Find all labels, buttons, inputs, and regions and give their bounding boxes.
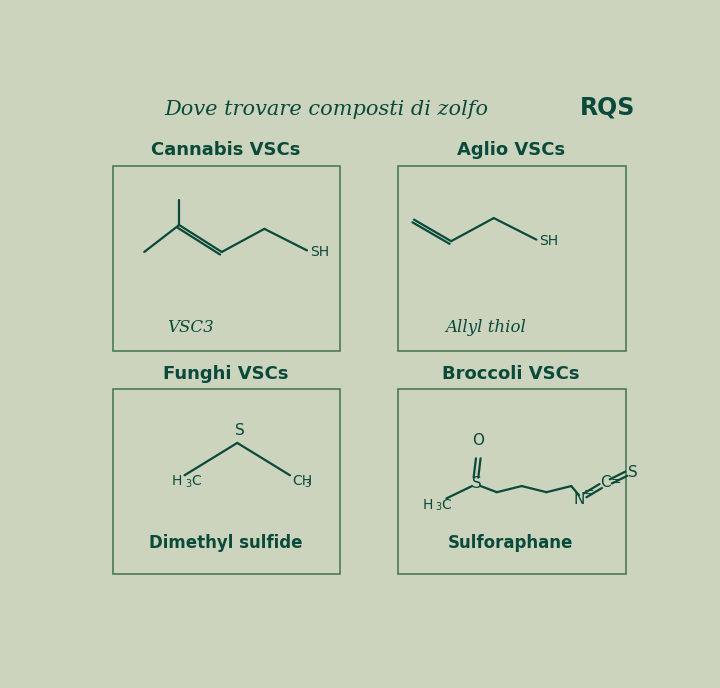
- Text: O: O: [472, 433, 485, 449]
- Text: S: S: [628, 464, 637, 480]
- Text: S: S: [472, 476, 482, 491]
- Text: Sulforaphane: Sulforaphane: [448, 534, 574, 552]
- Text: Cannabis VSCs: Cannabis VSCs: [151, 141, 300, 160]
- Text: 3: 3: [436, 502, 442, 512]
- Text: S: S: [235, 423, 245, 438]
- Text: SH: SH: [539, 234, 559, 248]
- Text: Dove trovare composti di zolfo: Dove trovare composti di zolfo: [164, 100, 488, 119]
- Text: N: N: [573, 493, 585, 508]
- Text: Aglio VSCs: Aglio VSCs: [456, 141, 565, 160]
- Text: 3: 3: [305, 479, 311, 488]
- Bar: [398, 166, 626, 350]
- Bar: [398, 389, 626, 574]
- Text: 3: 3: [185, 479, 192, 488]
- Text: VSC3: VSC3: [167, 319, 214, 336]
- Text: RQS: RQS: [580, 96, 635, 120]
- Text: H: H: [422, 497, 433, 511]
- Bar: [113, 389, 341, 574]
- Text: Dimethyl sulfide: Dimethyl sulfide: [149, 534, 302, 552]
- Text: Allyl thiol: Allyl thiol: [445, 319, 526, 336]
- Text: CH: CH: [292, 475, 312, 488]
- Text: C: C: [191, 475, 200, 488]
- Text: C: C: [441, 497, 451, 511]
- Bar: [113, 166, 341, 350]
- Text: Broccoli VSCs: Broccoli VSCs: [442, 365, 580, 383]
- Text: H: H: [172, 475, 182, 488]
- Text: C: C: [600, 475, 611, 491]
- Text: =: =: [584, 486, 595, 499]
- Text: SH: SH: [310, 245, 329, 259]
- Text: Funghi VSCs: Funghi VSCs: [163, 365, 289, 383]
- Text: =: =: [611, 475, 621, 488]
